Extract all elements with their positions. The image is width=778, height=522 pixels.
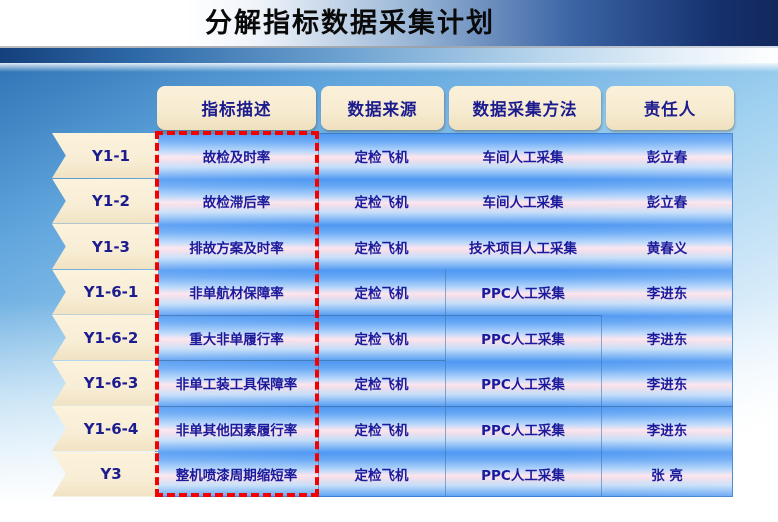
row-code-label: Y1-3 xyxy=(92,237,130,256)
row-code-y3[interactable]: Y3 xyxy=(52,451,158,497)
table-row[interactable]: 非单工装工具保障率 定检飞机 PPC人工采集 李进东 xyxy=(155,361,733,407)
row-divider-c xyxy=(155,406,733,407)
page-title: 分解指标数据采集计划 xyxy=(205,8,495,39)
row-code-label: Y1-6-3 xyxy=(83,374,139,392)
column-header-method[interactable]: 数据采集方法 xyxy=(449,86,601,130)
column-header-desc[interactable]: 指标描述 xyxy=(157,86,316,130)
title-accent-stripe-fade xyxy=(0,63,778,72)
column-header-owner[interactable]: 责任人 xyxy=(606,86,734,130)
cell-source: 定检飞机 xyxy=(354,377,409,394)
cell-owner: 黄春义 xyxy=(646,240,688,257)
table-row[interactable]: 非单其他因素履行率 定检飞机 PPC人工采集 李进东 xyxy=(155,406,733,452)
table-row[interactable]: 故检滞后率 定检飞机 车间人工采集 彭立春 xyxy=(155,179,733,225)
row-code-label: Y1-6-1 xyxy=(83,283,139,301)
data-table: 故检及时率 定检飞机 车间人工采集 彭立春 故检滞后率 定检飞机 车间人工采集 … xyxy=(155,133,733,497)
cell-source: 定检飞机 xyxy=(354,331,409,348)
cell-desc: 排故方案及时率 xyxy=(189,240,284,257)
cell-owner: 彭立春 xyxy=(646,149,688,166)
cell-owner: 李进东 xyxy=(646,422,688,439)
table-row[interactable]: 重大非单履行率 定检飞机 PPC人工采集 李进东 xyxy=(155,315,733,361)
cell-source: 定检飞机 xyxy=(354,149,409,166)
row-divider-a xyxy=(155,315,601,316)
row-code-y1-6-4[interactable]: Y1-6-4 xyxy=(52,406,158,451)
row-code-y1-1[interactable]: Y1-1 xyxy=(52,133,158,178)
cell-source: 定检飞机 xyxy=(354,240,409,257)
row-code-y1-6-1[interactable]: Y1-6-1 xyxy=(52,269,158,315)
row-code-y1-6-2[interactable]: Y1-6-2 xyxy=(52,315,158,360)
row-code-label: Y1-6-4 xyxy=(83,419,139,438)
cell-method: PPC人工采集 xyxy=(481,286,565,303)
table-rows: 故检及时率 定检飞机 车间人工采集 彭立春 故检滞后率 定检飞机 车间人工采集 … xyxy=(155,133,733,497)
table-row[interactable]: 整机喷漆周期缩短率 定检飞机 PPC人工采集 张 亮 xyxy=(155,452,733,498)
row-code-label: Y1-1 xyxy=(92,146,130,165)
cell-method: PPC人工采集 xyxy=(481,331,565,348)
title-divider xyxy=(0,46,778,48)
cell-method: PPC人工采集 xyxy=(481,377,565,394)
cell-method: PPC人工采集 xyxy=(481,468,565,485)
cell-method: 技术项目人工采集 xyxy=(469,240,577,257)
table-row[interactable]: 非单航材保障率 定检飞机 PPC人工采集 李进东 xyxy=(155,270,733,316)
row-code-y1-2[interactable]: Y1-2 xyxy=(52,178,158,224)
cell-owner: 李进东 xyxy=(646,377,688,394)
cell-desc: 整机喷漆周期缩短率 xyxy=(175,468,298,485)
cell-owner: 李进东 xyxy=(646,331,688,348)
cell-source: 定检飞机 xyxy=(354,286,409,303)
cell-source: 定检飞机 xyxy=(354,195,409,212)
cell-method: PPC人工采集 xyxy=(481,422,565,439)
row-code-y1-6-3[interactable]: Y1-6-3 xyxy=(52,360,158,406)
title-accent-stripe xyxy=(0,48,778,63)
cell-desc: 非单航材保障率 xyxy=(189,286,284,303)
row-code-label: Y3 xyxy=(100,465,122,483)
cell-desc: 故检及时率 xyxy=(202,149,271,166)
row-code-label: Y1-2 xyxy=(92,192,130,210)
cell-owner: 张 亮 xyxy=(651,468,683,485)
row-code-label: Y1-6-2 xyxy=(83,328,139,347)
cell-owner: 李进东 xyxy=(646,286,688,303)
cell-method: 车间人工采集 xyxy=(482,149,564,166)
cell-desc: 非单工装工具保障率 xyxy=(175,377,298,394)
cell-source: 定检飞机 xyxy=(354,422,409,439)
title-band xyxy=(0,0,778,46)
cell-desc: 非单其他因素履行率 xyxy=(175,422,298,439)
cell-source: 定检飞机 xyxy=(354,468,409,485)
table-row[interactable]: 故检及时率 定检飞机 车间人工采集 彭立春 xyxy=(155,133,733,179)
cell-owner: 彭立春 xyxy=(646,195,688,212)
row-divider-b xyxy=(155,360,445,361)
cell-desc: 故检滞后率 xyxy=(202,195,271,212)
table-row[interactable]: 排故方案及时率 定检飞机 技术项目人工采集 黄春义 xyxy=(155,224,733,270)
column-header-source[interactable]: 数据来源 xyxy=(321,86,444,130)
column-divider-2 xyxy=(445,269,446,497)
row-code-y1-3[interactable]: Y1-3 xyxy=(52,224,158,269)
cell-method: 车间人工采集 xyxy=(482,195,564,212)
cell-desc: 重大非单履行率 xyxy=(189,331,284,348)
